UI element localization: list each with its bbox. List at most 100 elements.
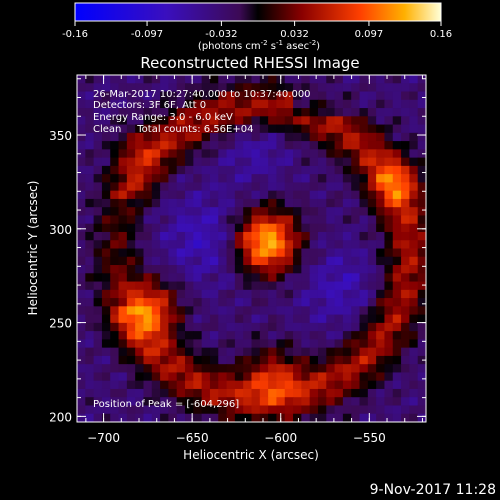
heatmap-cell xyxy=(417,99,426,109)
heatmap-cell xyxy=(351,108,361,117)
heatmap-cell xyxy=(284,273,294,283)
heatmap-cell xyxy=(176,248,186,258)
heatmap-cell xyxy=(126,355,136,365)
heatmap-cell xyxy=(309,306,319,316)
heatmap-cell xyxy=(268,231,278,241)
heatmap-cell xyxy=(118,248,128,258)
heatmap-cell xyxy=(401,124,410,134)
heatmap-cell xyxy=(326,99,336,109)
heatmap-cell xyxy=(176,99,186,109)
heatmap-cell xyxy=(135,372,145,382)
heatmap-cell xyxy=(342,380,352,390)
heatmap-cell xyxy=(351,413,361,422)
heatmap-cell xyxy=(317,207,327,217)
heatmap-cell xyxy=(259,99,269,109)
heatmap-cell xyxy=(110,165,120,175)
heatmap-cell xyxy=(376,132,386,142)
heatmap-cell xyxy=(143,83,153,93)
heatmap-cell xyxy=(85,347,95,357)
heatmap-cell xyxy=(301,108,311,117)
heatmap-cell xyxy=(193,157,203,167)
heatmap-cell xyxy=(276,240,286,250)
heatmap-cell xyxy=(417,231,426,241)
heatmap-cell xyxy=(110,75,120,84)
heatmap-cell xyxy=(93,141,103,150)
y-tick-label: 350 xyxy=(49,129,72,143)
heatmap-cell xyxy=(309,388,319,398)
heatmap-cell xyxy=(118,174,128,183)
heatmap-cell xyxy=(301,388,311,398)
heatmap-cell xyxy=(243,322,253,332)
heatmap-cell xyxy=(251,281,261,291)
heatmap-cell xyxy=(284,248,294,258)
heatmap-cell xyxy=(118,322,128,332)
heatmap-cell xyxy=(317,231,327,241)
heatmap-cell xyxy=(101,281,111,291)
heatmap-cell xyxy=(251,355,261,365)
heatmap-cell xyxy=(417,306,426,316)
heatmap-cell xyxy=(77,364,86,374)
heatmap-cell xyxy=(284,182,294,192)
heatmap-cell xyxy=(342,141,352,150)
heatmap-cell xyxy=(176,405,186,415)
heatmap-cell xyxy=(126,198,136,208)
heatmap-cell xyxy=(417,339,426,349)
heatmap-cell xyxy=(301,124,311,134)
heatmap-cell xyxy=(209,141,219,150)
heatmap-cell xyxy=(342,165,352,175)
heatmap-cell xyxy=(160,198,170,208)
heatmap-cell xyxy=(301,289,311,299)
heatmap-cell xyxy=(234,116,244,126)
heatmap-cell xyxy=(309,413,319,422)
heatmap-cell xyxy=(309,364,319,374)
heatmap-cell xyxy=(376,413,386,422)
heatmap-cell xyxy=(243,298,253,307)
heatmap-cell xyxy=(93,75,103,84)
heatmap-cell xyxy=(276,314,286,324)
heatmap-cell xyxy=(342,322,352,332)
heatmap-cell xyxy=(218,215,228,225)
heatmap-cell xyxy=(276,355,286,365)
heatmap-cell xyxy=(359,99,369,109)
heatmap-cell xyxy=(176,322,186,332)
heatmap-cell xyxy=(110,273,120,283)
heatmap-cell xyxy=(218,372,228,382)
heatmap-cell xyxy=(384,339,394,349)
heatmap-cell xyxy=(193,124,203,134)
heatmap-cell xyxy=(359,273,369,283)
heatmap-cell xyxy=(234,149,244,159)
heatmap-cell xyxy=(359,397,369,407)
heatmap-cell xyxy=(160,132,170,142)
colorbar-gradient xyxy=(74,2,442,22)
heatmap-cell xyxy=(243,256,253,266)
heatmap-cell xyxy=(243,372,253,382)
heatmap-cell xyxy=(259,289,269,299)
heatmap-cell xyxy=(77,231,86,241)
heatmap-cell xyxy=(268,256,278,266)
heatmap-cell xyxy=(218,157,228,167)
heatmap-cell xyxy=(118,289,128,299)
heatmap-cell xyxy=(243,273,253,283)
heatmap-cell xyxy=(293,314,302,324)
heatmap-cell xyxy=(77,405,86,415)
heatmap-cell xyxy=(160,372,170,382)
heatmap-cell xyxy=(160,231,170,241)
heatmap-cell xyxy=(185,174,194,183)
heatmap-cell xyxy=(234,174,244,183)
heatmap-cell xyxy=(110,256,120,266)
heatmap-cell xyxy=(268,165,278,175)
heatmap-cell xyxy=(151,248,161,258)
heatmap-cell xyxy=(301,397,311,407)
heatmap-cell xyxy=(201,223,211,233)
heatmap-cell xyxy=(351,265,361,274)
heatmap-cell xyxy=(259,190,269,200)
heatmap-cell xyxy=(185,265,194,274)
heatmap-cell xyxy=(226,157,236,167)
heatmap-cell xyxy=(151,83,161,93)
heatmap-cell xyxy=(110,405,120,415)
heatmap-cell xyxy=(384,149,394,159)
heatmap-cell xyxy=(284,223,294,233)
heatmap-cell xyxy=(234,281,244,291)
y-axis-label: Heliocentric Y (arcsec) xyxy=(26,181,40,316)
